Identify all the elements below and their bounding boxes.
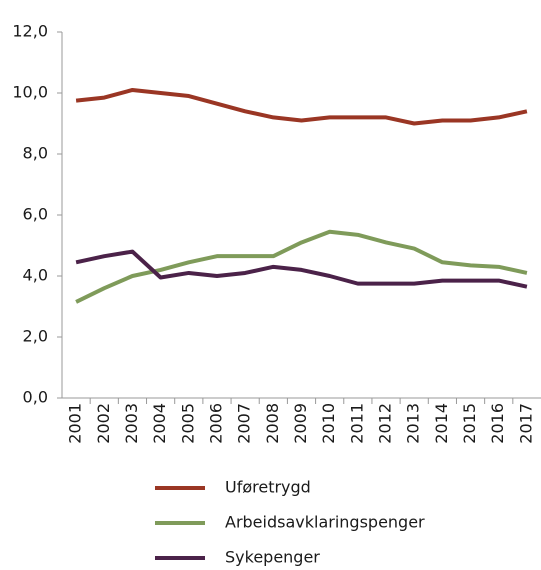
x-tick-label: 2014 [432, 403, 451, 444]
y-tick-label: 10,0 [12, 83, 48, 102]
x-tick-label: 2002 [94, 403, 113, 444]
x-tick-label: 2006 [206, 403, 225, 444]
x-tick-label: 2008 [263, 403, 282, 444]
x-tick-label: 2004 [150, 403, 169, 444]
y-tick-label: 6,0 [23, 205, 48, 224]
legend-label: Sykepenger [225, 548, 320, 567]
y-tick-label: 12,0 [12, 22, 48, 41]
legend-label: Uføretrygd [225, 478, 311, 497]
x-tick-label: 2007 [235, 403, 254, 444]
y-tick-label: 8,0 [23, 144, 48, 163]
y-tick-label: 2,0 [23, 327, 48, 346]
series-line [75, 87, 528, 126]
x-tick-label: 2012 [376, 403, 395, 444]
x-tick-label: 2009 [291, 403, 310, 444]
x-tick-label: 2017 [516, 403, 535, 444]
x-tick-label: 2010 [319, 403, 338, 444]
x-tick-label: 2005 [178, 403, 197, 444]
series-line [75, 229, 528, 304]
y-tick-label: 0,0 [23, 388, 48, 407]
x-tick-label: 2016 [488, 403, 507, 444]
x-tick-label: 2011 [347, 403, 366, 444]
x-tick-label: 2001 [66, 403, 85, 444]
y-tick-label: 4,0 [23, 266, 48, 285]
x-tick-label: 2013 [404, 403, 423, 444]
x-tick-label: 2003 [122, 403, 141, 444]
series-line [75, 249, 528, 289]
x-tick-label: 2015 [460, 403, 479, 444]
legend-label: Arbeidsavklaringspenger [225, 513, 425, 532]
